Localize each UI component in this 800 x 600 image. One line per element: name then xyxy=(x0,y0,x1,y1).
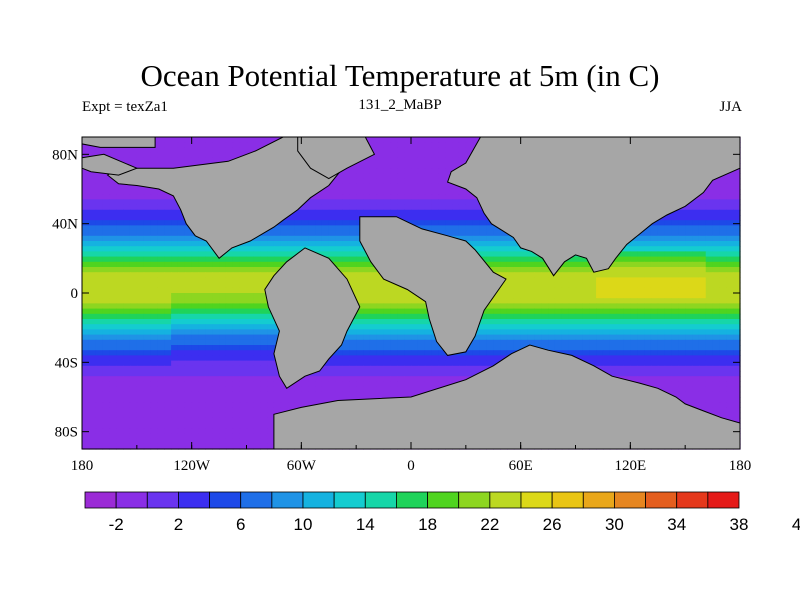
lon-tick-label: 120W xyxy=(173,458,211,474)
plot-title: Ocean Potential Temperature at 5m (in C) xyxy=(140,58,660,93)
colorbar-box xyxy=(396,491,428,509)
lon-tick-label: 120E xyxy=(614,458,646,474)
colorbar-box xyxy=(676,491,709,509)
colorbar-box xyxy=(551,491,584,509)
colorbar-label: 38 xyxy=(730,515,749,534)
colorbar-box xyxy=(364,491,397,509)
colorbar-box xyxy=(614,491,646,509)
colorbar-label: 30 xyxy=(605,515,624,534)
season-label: JJA xyxy=(719,99,742,115)
lat-tick-label: 0 xyxy=(71,286,79,302)
south-america-land xyxy=(264,247,361,390)
colorbar-box xyxy=(520,491,553,509)
antarctica-land xyxy=(273,344,741,450)
colorbar-box xyxy=(645,491,678,509)
lat-tick-label: 80S xyxy=(55,425,78,441)
colorbar-box xyxy=(582,491,615,509)
lat-tick-label: 40N xyxy=(52,217,78,233)
colorbar-label: 34 xyxy=(667,515,686,534)
colorbar-label: 42 xyxy=(792,515,800,534)
experiment-label: Expt = texZa1 xyxy=(82,99,168,115)
colorbar: -226101418222630343842 xyxy=(84,491,800,534)
colorbar-box xyxy=(302,491,335,509)
colorbar-label: 18 xyxy=(418,515,437,534)
greenland-land xyxy=(297,136,376,180)
lon-tick-label: 180 xyxy=(729,458,752,474)
case-label: 131_2_MaBP xyxy=(358,97,442,113)
colorbar-label: 2 xyxy=(174,515,183,534)
colorbar-label: 22 xyxy=(480,515,499,534)
colorbar-box xyxy=(146,491,179,509)
colorbar-box xyxy=(115,491,148,509)
colorbar-label: 14 xyxy=(356,515,375,534)
colorbar-label: 6 xyxy=(236,515,245,534)
land-masses xyxy=(81,136,741,450)
colorbar-box xyxy=(707,491,740,509)
colorbar-box xyxy=(489,491,522,509)
colorbar-box xyxy=(427,491,460,509)
colorbar-label: 26 xyxy=(543,515,562,534)
arctic-strip-land xyxy=(81,136,156,148)
lat-tick-label: 40S xyxy=(55,355,78,371)
colorbar-box xyxy=(240,491,273,509)
colorbar-box xyxy=(178,491,210,509)
lon-tick-label: 180 xyxy=(71,458,94,474)
lon-tick-label: 60E xyxy=(509,458,533,474)
colorbar-label: 10 xyxy=(294,515,313,534)
eurasia-land xyxy=(446,136,741,277)
colorbar-box xyxy=(458,491,491,509)
lon-tick-label: 60W xyxy=(287,458,317,474)
colorbar-box xyxy=(333,491,366,509)
colorbar-box xyxy=(271,491,304,509)
lon-tick-label: 0 xyxy=(407,458,415,474)
colorbar-label: -2 xyxy=(109,515,124,534)
colorbar-box xyxy=(84,491,117,509)
africa-land xyxy=(359,216,507,356)
lat-tick-label: 80N xyxy=(52,147,78,163)
colorbar-box xyxy=(209,491,242,509)
